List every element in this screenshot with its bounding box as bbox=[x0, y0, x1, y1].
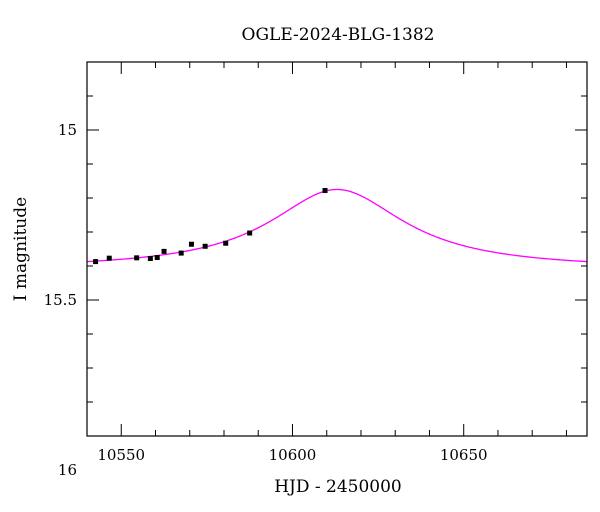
data-point bbox=[154, 255, 160, 260]
data-point bbox=[147, 256, 153, 262]
point-marker bbox=[188, 241, 194, 247]
point-marker bbox=[154, 255, 160, 260]
data-point bbox=[247, 230, 253, 236]
chart-title: OGLE-2024-BLG-1382 bbox=[242, 25, 435, 45]
data-point bbox=[178, 250, 184, 256]
data-point bbox=[223, 240, 229, 246]
data-point bbox=[322, 188, 328, 194]
model-curve bbox=[86, 188, 588, 263]
point-marker bbox=[93, 259, 99, 265]
x-tick-label: 10650 bbox=[440, 446, 488, 464]
data-point bbox=[106, 255, 112, 261]
x-axis-label: HJD - 2450000 bbox=[274, 477, 402, 497]
point-marker bbox=[322, 188, 328, 194]
data-point bbox=[161, 248, 167, 254]
point-marker bbox=[134, 255, 140, 261]
data-point bbox=[134, 255, 140, 261]
point-marker bbox=[247, 230, 253, 236]
axis-ticks bbox=[86, 61, 587, 437]
y-tick-label: 15.5 bbox=[44, 291, 77, 309]
y-tick-label: 15 bbox=[58, 121, 77, 139]
plot-frame bbox=[86, 61, 588, 437]
x-tick-label: 10600 bbox=[269, 446, 317, 464]
point-marker bbox=[202, 243, 208, 249]
y-axis-label: I magnitude bbox=[11, 197, 31, 301]
data-point bbox=[188, 241, 194, 247]
point-marker bbox=[178, 250, 184, 256]
point-marker bbox=[223, 240, 229, 246]
data-points bbox=[93, 188, 328, 265]
point-marker bbox=[147, 256, 153, 262]
x-tick-label: 10550 bbox=[97, 446, 145, 464]
data-point bbox=[202, 243, 208, 249]
tick-labels: 10550 10600 10650 15 15.5 16 bbox=[44, 121, 488, 479]
point-marker bbox=[161, 248, 167, 254]
point-marker bbox=[106, 255, 112, 261]
data-point bbox=[93, 259, 99, 265]
y-tick-label: 16 bbox=[58, 461, 77, 479]
